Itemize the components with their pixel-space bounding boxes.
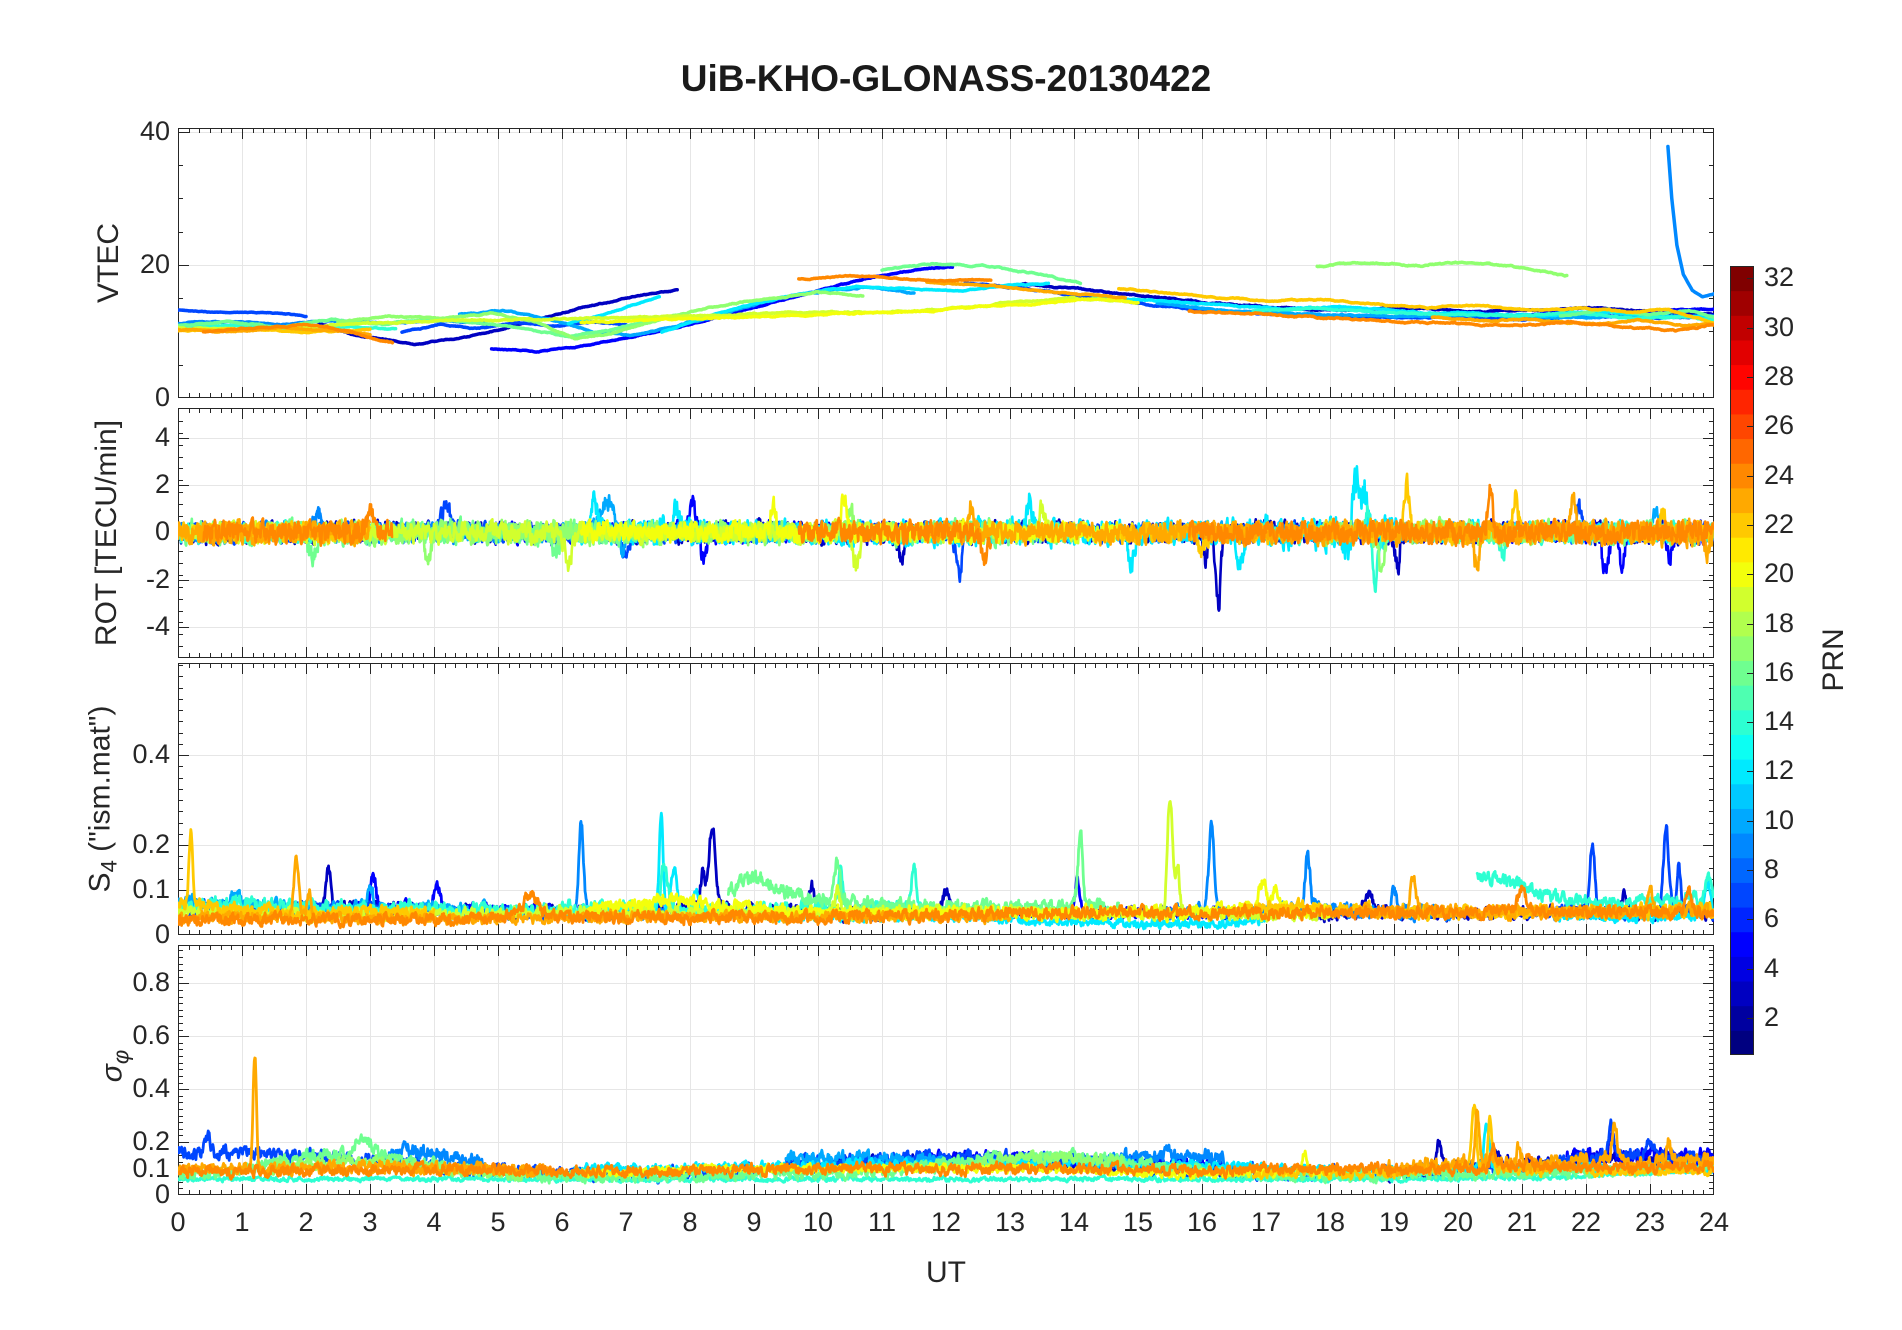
y-tick-label: 0 xyxy=(154,382,170,412)
colorbar-tick-label: 26 xyxy=(1764,410,1795,441)
x-tick-label: 5 xyxy=(490,1207,506,1237)
x-tick-label: 24 xyxy=(1698,1207,1730,1237)
y-tick-label: 0.1 xyxy=(132,1152,170,1183)
x-tick-label: 16 xyxy=(1186,1207,1218,1237)
x-tick-label: 1 xyxy=(234,1207,250,1237)
x-tick-label: 17 xyxy=(1250,1207,1282,1237)
y-tick-label: 40 xyxy=(139,115,170,146)
y-tick-label: -2 xyxy=(145,563,170,594)
s4-plot-canvas xyxy=(178,663,1714,935)
x-tick-label: 8 xyxy=(682,1207,698,1237)
y-tick-label: 0.2 xyxy=(132,829,170,860)
y-tick-label: 0.8 xyxy=(132,967,170,998)
y-tick-label: 0 xyxy=(154,1179,170,1209)
colorbar-tick-label: 2 xyxy=(1764,1002,1780,1033)
colorbar-tick-label: 20 xyxy=(1764,558,1795,589)
vtec-plot-canvas xyxy=(178,128,1714,398)
x-tick-label: 6 xyxy=(554,1207,570,1237)
x-tick-label: 12 xyxy=(930,1207,962,1237)
x-axis-label: UT xyxy=(926,1256,966,1289)
y-tick-label: 0 xyxy=(154,919,170,949)
x-tick-label: 3 xyxy=(362,1207,378,1237)
x-tick-label: 19 xyxy=(1378,1207,1410,1237)
x-tick-label: 0 xyxy=(170,1207,186,1237)
x-tick-label: 4 xyxy=(426,1207,442,1237)
x-tick-label: 2 xyxy=(298,1207,314,1237)
x-tick-label: 21 xyxy=(1506,1207,1538,1237)
rot-plot-canvas xyxy=(178,408,1714,658)
y-tick-label: 4 xyxy=(154,421,170,452)
y-tick-label: 20 xyxy=(139,248,170,279)
colorbar-tick-label: 6 xyxy=(1764,903,1780,934)
colorbar-tick-label: 28 xyxy=(1764,360,1795,391)
x-tick-label: 23 xyxy=(1634,1207,1666,1237)
colorbar-tick-label: 18 xyxy=(1764,607,1795,638)
colorbar-canvas xyxy=(1730,266,1754,1055)
colorbar-tick-label: 32 xyxy=(1764,262,1795,293)
y-tick-label: 2 xyxy=(154,469,170,499)
y-tick-label: 0.6 xyxy=(132,1020,170,1051)
y-tick-label: 0.1 xyxy=(132,874,170,905)
colorbar-tick-label: 24 xyxy=(1764,459,1795,490)
y-tick-label: -4 xyxy=(145,611,170,642)
x-tick-label: 11 xyxy=(867,1207,897,1237)
x-tick-label: 20 xyxy=(1442,1207,1474,1237)
colorbar-tick-label: 8 xyxy=(1764,854,1780,885)
x-tick-label: 15 xyxy=(1122,1207,1154,1237)
figure-title: UiB-KHO-GLONASS-20130422 xyxy=(680,58,1212,99)
colorbar-tick-label: 22 xyxy=(1764,508,1795,539)
y-tick-label: 0.2 xyxy=(132,1126,170,1157)
colorbar-tick-label: 14 xyxy=(1764,706,1795,737)
y-tick-label: 0 xyxy=(154,516,170,547)
x-tick-label: 13 xyxy=(994,1207,1026,1237)
y-tick-label: 0.4 xyxy=(132,1073,170,1104)
sigma-phi-plot-canvas xyxy=(178,945,1714,1195)
x-tick-label: 7 xyxy=(618,1207,634,1237)
s4-ylabel: S4 ("ism.mat") xyxy=(83,705,122,893)
colorbar-tick-label: 4 xyxy=(1764,952,1780,983)
colorbar-tick-label: 12 xyxy=(1764,755,1795,786)
x-tick-label: 22 xyxy=(1570,1207,1602,1237)
x-tick-label: 18 xyxy=(1314,1207,1346,1237)
colorbar-tick-label: 16 xyxy=(1764,656,1795,687)
colorbar-tick-label: 10 xyxy=(1764,804,1795,835)
colorbar-tick-label: 30 xyxy=(1764,311,1795,342)
x-tick-label: 14 xyxy=(1058,1207,1090,1237)
x-tick-label: 10 xyxy=(802,1207,834,1237)
x-tick-label: 9 xyxy=(746,1207,762,1237)
y-tick-label: 0.4 xyxy=(132,739,170,770)
